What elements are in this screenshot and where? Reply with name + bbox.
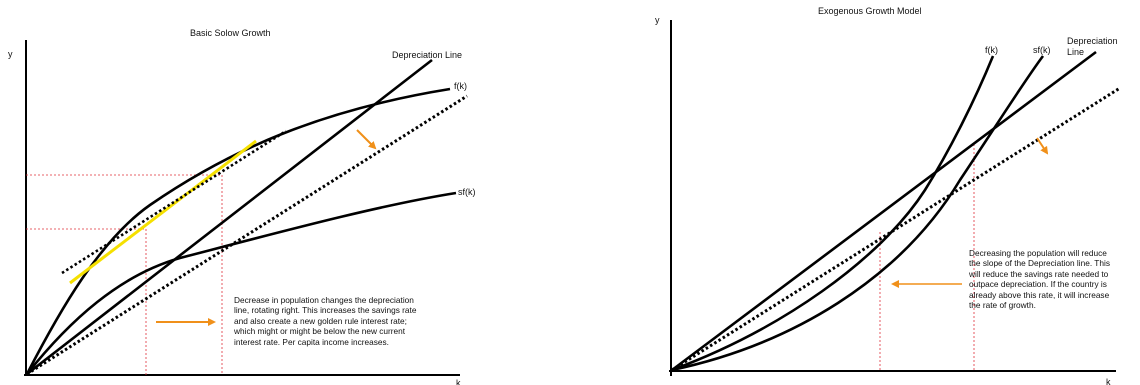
left-depreciation-line [26, 58, 433, 376]
left-new-golden-rule-tangent [61, 129, 287, 275]
left-fk-label: f(k) [454, 81, 467, 91]
left-depreciation-label: Depreciation Line [392, 50, 462, 60]
right-depreciation-label-line1: Depreciation [1067, 36, 1118, 46]
left-sfk-curve [25, 191, 457, 375]
right-panel: Exogenous Growth Model y k f(k) sf(k) De… [655, 6, 1121, 385]
left-golden-rule-tangent [69, 139, 257, 285]
right-fk-curve [671, 55, 995, 372]
right-sfk-label: sf(k) [1033, 45, 1051, 55]
left-title: Basic Solow Growth [190, 28, 271, 38]
left-y-axis-label: y [8, 49, 13, 59]
left-rotated-depreciation-line [26, 94, 468, 376]
right-fk-label: f(k) [985, 45, 998, 55]
left-panel: Basic Solow Growth y k Depreciation Line… [8, 28, 476, 385]
right-sfk-curve [671, 55, 1045, 372]
left-rotation-arrow [356, 129, 377, 150]
left-fk-curve [25, 87, 451, 375]
right-rotated-depreciation-line [671, 86, 1121, 372]
left-sfk-label: sf(k) [458, 187, 476, 197]
right-rotation-arrow [1036, 137, 1049, 155]
left-explanation-note: Decrease in population changes the depre… [234, 295, 417, 347]
right-explanation-note: Decreasing the population will reduce th… [969, 248, 1110, 311]
left-x-axis-label: k [456, 378, 461, 385]
right-title: Exogenous Growth Model [818, 6, 922, 16]
right-depreciation-line [671, 50, 1097, 372]
right-depreciation-label-line2: Line [1067, 47, 1084, 57]
right-x-axis-label: k [1106, 377, 1111, 385]
right-y-axis-label: y [655, 15, 660, 25]
